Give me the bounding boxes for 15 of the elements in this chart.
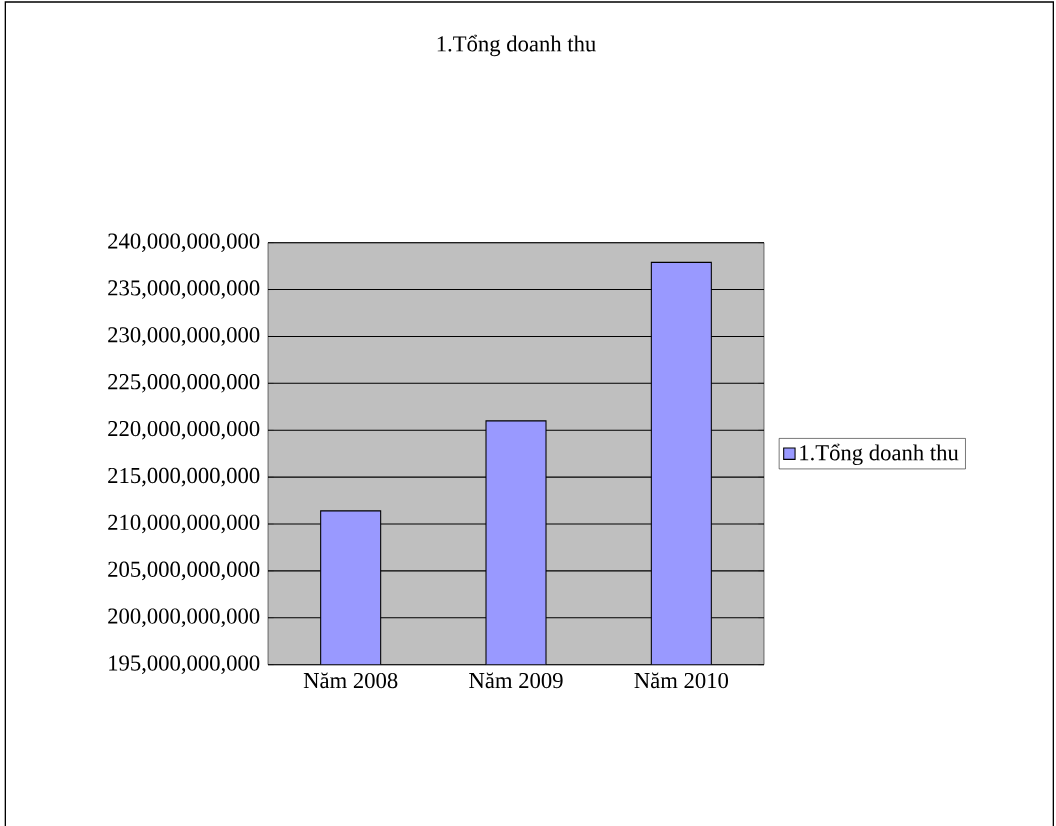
- y-tick-label: 240,000,000,000: [108, 233, 260, 252]
- legend-label: 1.Tổng doanh thu: [800, 443, 959, 466]
- x-tick-label: Năm 2009: [469, 672, 563, 689]
- y-tick-label: 205,000,000,000: [108, 561, 260, 581]
- y-tick-label: 215,000,000,000: [108, 467, 260, 487]
- y-tick-label: 200,000,000,000: [108, 608, 260, 628]
- y-tick-label: 220,000,000,000: [108, 420, 260, 440]
- y-tick-label: 230,000,000,000: [108, 327, 260, 346]
- y-tick-label: 225,000,000,000: [108, 374, 260, 393]
- y-tick-label: 210,000,000,000: [108, 514, 260, 534]
- x-tick-label: Năm 2010: [634, 672, 729, 689]
- chart-title: 1.Tổng doanh thu: [437, 34, 596, 57]
- y-tick-label: 195,000,000,000: [109, 655, 260, 674]
- x-tick-label: Năm 2008: [303, 672, 398, 689]
- y-tick-label: 235,000,000,000: [108, 280, 260, 299]
